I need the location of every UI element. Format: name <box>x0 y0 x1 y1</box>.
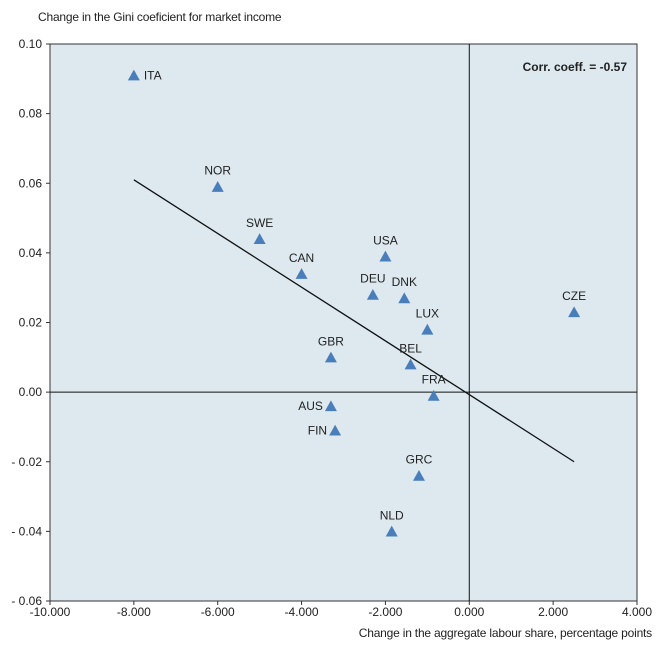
data-point <box>295 268 308 279</box>
y-tick-label: 0.00 <box>19 385 43 399</box>
x-tick-label: 2.000 <box>538 605 568 619</box>
data-point <box>385 525 398 537</box>
trend-line <box>133 179 575 463</box>
x-tick-label: -8.000 <box>117 605 151 619</box>
data-point <box>379 250 392 262</box>
plot-area <box>49 43 638 602</box>
data-point <box>211 181 224 192</box>
data-point <box>404 358 417 370</box>
data-point <box>568 306 581 318</box>
x-tick-label: 0.000 <box>454 605 484 619</box>
point-label: GRC <box>406 453 433 467</box>
y-tick-label: 0.08 <box>19 107 43 121</box>
data-point <box>421 323 434 335</box>
y-tick-label: 0.02 <box>19 316 43 330</box>
data-point <box>412 469 425 481</box>
data-point <box>398 292 411 304</box>
point-label: BEL <box>399 341 422 355</box>
point-label: ITA <box>144 68 162 82</box>
data-point <box>329 424 342 436</box>
y-tick-label: - 0.06 <box>11 594 42 608</box>
y-tick-label: 0.10 <box>19 37 43 51</box>
point-label: LUX <box>416 306 439 320</box>
point-label: CAN <box>289 251 314 265</box>
y-tick-label: - 0.04 <box>11 524 42 538</box>
data-point <box>127 69 140 81</box>
point-label: AUS <box>298 399 323 413</box>
x-axis-label: Change in the aggregate labour share, pe… <box>358 626 652 640</box>
x-tick-label: -10.000 <box>30 605 71 619</box>
y-tick-label: 0.04 <box>19 246 43 260</box>
point-label: USA <box>373 233 398 247</box>
point-label: GBR <box>318 334 344 348</box>
point-label: FIN <box>308 423 327 437</box>
point-label: FRA <box>422 373 446 387</box>
point-label: NLD <box>380 508 404 522</box>
x-tick-label: -4.000 <box>285 605 319 619</box>
y-tick-label: 0.06 <box>19 176 43 190</box>
point-label: CZE <box>562 289 586 303</box>
data-point <box>253 233 266 245</box>
point-label: DNK <box>392 275 417 289</box>
data-point <box>427 389 440 401</box>
point-label: NOR <box>204 164 231 178</box>
data-point <box>324 351 337 363</box>
point-label: DEU <box>360 272 385 286</box>
y-axis-label: Change in the Gini coeficient for market… <box>38 10 282 24</box>
data-point <box>324 400 337 412</box>
data-point <box>366 288 379 300</box>
x-tick-label: -2.000 <box>368 605 402 619</box>
point-label: SWE <box>246 216 273 230</box>
x-tick-label: 4.000 <box>622 605 652 619</box>
x-tick-label: -6.000 <box>201 605 235 619</box>
y-tick-label: - 0.02 <box>11 455 42 469</box>
correlation-annotation: Corr. coeff. = -0.57 <box>523 60 628 74</box>
